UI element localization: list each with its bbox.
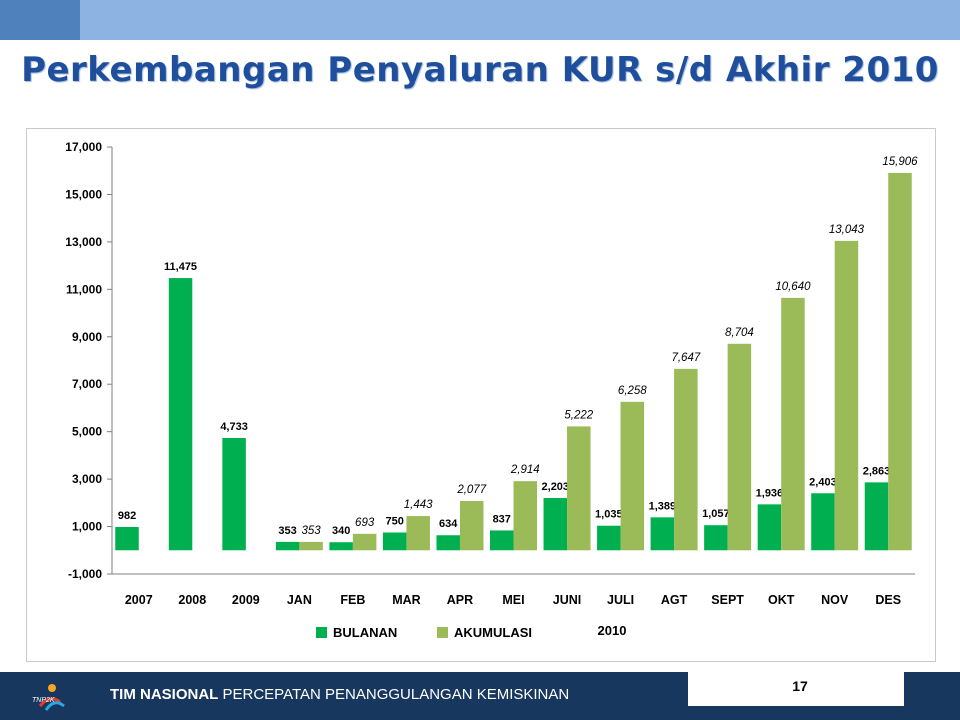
data-label-akumulasi: 6,258: [618, 385, 647, 397]
bar-bulanan: [757, 504, 782, 551]
data-label-bulanan: 2,203: [542, 481, 570, 493]
legend-label-bulanan: BULANAN: [333, 625, 397, 640]
x-tick-label: 2008: [178, 593, 206, 607]
top-banner-accent: [0, 0, 80, 40]
bar-akumulasi: [513, 481, 537, 551]
x-tick-label: MAR: [392, 593, 420, 607]
x-tick-label: FEB: [340, 593, 365, 607]
x-tick-label: AGT: [661, 593, 688, 607]
x-tick-label: 2009: [232, 593, 260, 607]
bar-akumulasi: [781, 297, 805, 551]
data-label-akumulasi: 5,222: [564, 409, 593, 421]
x-tick-label: NOV: [821, 593, 849, 607]
tnp2k-logo-icon: TNP2K: [32, 684, 65, 711]
x-tick-label: JULI: [607, 593, 634, 607]
data-label-bulanan: 1,389: [649, 500, 677, 512]
data-label-akumulasi: 2,914: [510, 464, 540, 476]
x-tick-label: JAN: [287, 593, 312, 607]
data-label-bulanan: 4,733: [220, 421, 248, 433]
x-tick-label: APR: [447, 593, 473, 607]
bar-bulanan: [275, 541, 300, 551]
page-number: 17: [792, 678, 808, 694]
bar-bulanan: [168, 278, 193, 551]
data-label-akumulasi: 13,043: [829, 224, 865, 236]
bar-bulanan: [490, 530, 514, 551]
bar-akumulasi: [888, 172, 912, 551]
x-tick-label: DES: [875, 593, 901, 607]
bar-bulanan: [115, 526, 139, 551]
data-label-bulanan: 353: [278, 525, 296, 537]
y-tick-label: 9,000: [72, 330, 102, 344]
kur-bar-chart: -1,000 1,000 3,000 5,000 7,000 9,000 11,000 13,…: [65, 140, 918, 640]
bar-bulanan: [543, 498, 568, 551]
bar-akumulasi: [727, 343, 752, 551]
legend-label-akumulasi: AKUMULASI: [454, 625, 532, 640]
y-tick-label: 13,000: [65, 235, 102, 249]
legend-swatch-bulanan: [316, 627, 327, 638]
bar-bulanan: [811, 493, 835, 551]
bar-akumulasi: [459, 501, 484, 551]
page-number-box: [688, 672, 904, 706]
data-label-bulanan: 750: [386, 515, 404, 527]
data-label-akumulasi: 2,077: [456, 484, 486, 496]
x-tick-label: 2007: [125, 593, 153, 607]
y-tick-label: -1,000: [68, 567, 102, 581]
bar-bulanan: [597, 525, 621, 551]
data-label-akumulasi: 10,640: [775, 281, 811, 293]
y-tick-label: 5,000: [72, 425, 102, 439]
data-label-bulanan: 634: [439, 518, 458, 530]
footer-org-rest: PERCEPATAN PENANGGULANGAN KEMISKINAN: [218, 686, 570, 703]
bar-akumulasi: [834, 240, 859, 551]
bar-akumulasi: [352, 533, 377, 551]
data-label-bulanan: 340: [332, 525, 350, 537]
x-tick-label: OKT: [768, 593, 795, 607]
data-label-akumulasi: 8,704: [725, 327, 754, 339]
bar-akumulasi: [620, 401, 645, 551]
bar-bulanan: [329, 542, 353, 551]
data-label-akumulasi: 1,443: [404, 499, 433, 511]
data-label-bulanan: 11,475: [164, 261, 197, 273]
data-label-bulanan: 1,057: [702, 508, 730, 520]
data-label-akumulasi: 15,906: [882, 156, 918, 168]
y-tick-label: 1,000: [72, 520, 102, 534]
top-banner: [0, 0, 960, 40]
y-tick-label: 3,000: [72, 472, 102, 486]
data-label-bulanan: 1,936: [756, 487, 784, 499]
x-tick-label: JUNI: [553, 593, 581, 607]
data-label-bulanan: 2,403: [809, 476, 837, 488]
bar-bulanan: [436, 535, 460, 551]
bar-bulanan: [222, 438, 246, 551]
y-tick-label: 15,000: [65, 187, 102, 201]
x-tick-label: SEPT: [711, 593, 744, 607]
svg-text:TNP2K: TNP2K: [32, 697, 55, 704]
bar-bulanan: [650, 517, 675, 551]
bar-bulanan: [704, 525, 728, 551]
data-label-bulanan: 2,863: [863, 465, 891, 477]
y-tick-label: 11,000: [66, 282, 102, 296]
bar-akumulasi: [674, 368, 698, 551]
data-label-bulanan: 1,035: [595, 509, 623, 521]
data-label-akumulasi: 353: [302, 525, 322, 537]
bar-bulanan: [382, 532, 407, 551]
x-tick-label: MEI: [502, 593, 524, 607]
y-tick-label: 17,000: [65, 140, 102, 154]
footer-org-bold: TIM NASIONAL: [110, 686, 219, 703]
bar-bulanan: [864, 482, 889, 551]
legend-swatch-akumulasi: [437, 627, 448, 638]
group-label-2010: 2010: [598, 623, 627, 638]
y-tick-label: 7,000: [72, 377, 102, 391]
bar-akumulasi: [567, 426, 591, 551]
slide-title: Perkembangan Penyaluran KUR s/d Akhir 20…: [21, 50, 939, 90]
data-label-akumulasi: 693: [355, 517, 375, 529]
chart-frame: -1,000 1,000 3,000 5,000 7,000 9,000 11,000 13,…: [26, 128, 936, 662]
data-label-bulanan: 982: [118, 510, 136, 522]
data-label-bulanan: 837: [493, 513, 511, 525]
data-label-akumulasi: 7,647: [671, 352, 700, 364]
footer-organization: TIM NASIONAL PERCEPATAN PENANGGULANGAN K…: [110, 686, 569, 703]
bar-akumulasi: [406, 516, 430, 551]
bar-akumulasi: [299, 541, 323, 551]
